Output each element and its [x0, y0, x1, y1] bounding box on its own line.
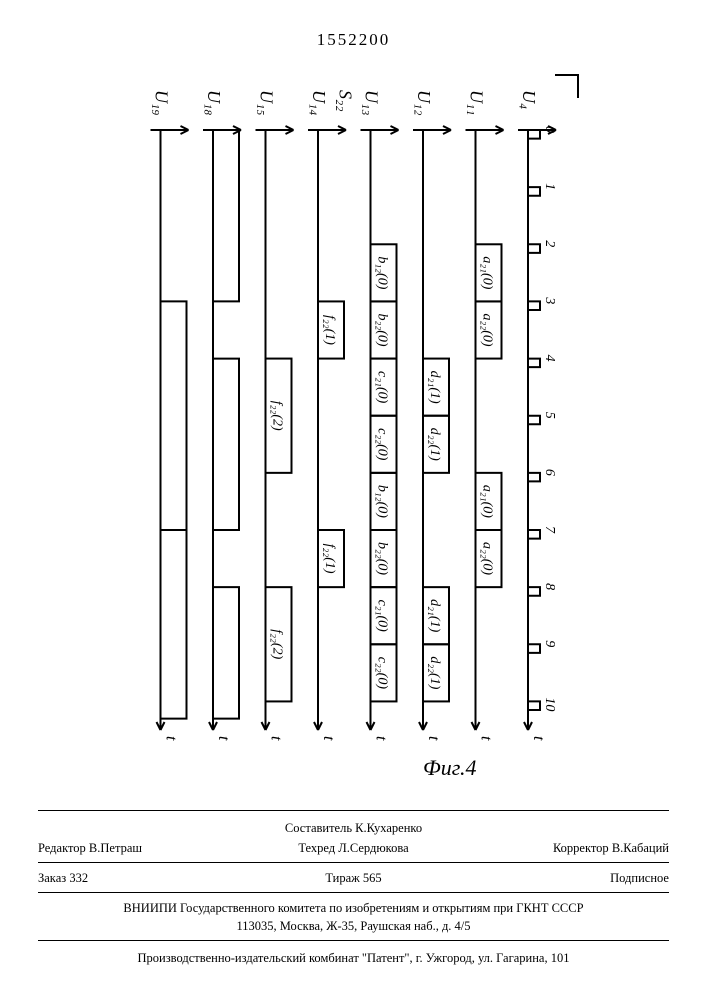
corr-label: Корректор: [553, 841, 609, 855]
svg-text:10: 10: [542, 697, 557, 711]
order-num: 332: [69, 871, 88, 885]
svg-text:a₂₂(0): a₂₂(0): [480, 542, 495, 575]
header-number: 1552200: [0, 30, 707, 50]
divider: [38, 862, 669, 863]
svg-text:U₁₉: U₁₉: [152, 90, 172, 116]
svg-text:U₁₅: U₁₅: [257, 90, 277, 116]
svg-text:a₂₁(0): a₂₁(0): [480, 485, 495, 518]
svg-text:t: t: [320, 736, 337, 741]
svg-text:t: t: [530, 736, 547, 741]
svg-text:f₂₂(1): f₂₂(1): [322, 544, 337, 574]
credits-row: Редактор В.Петраш Техред Л.Сердюкова Кор…: [38, 840, 669, 857]
svg-text:U₁₂: U₁₂: [414, 90, 434, 116]
svg-text:d₂₁(1): d₂₁(1): [427, 371, 442, 404]
svg-text:f₂₂(2): f₂₂(2): [270, 629, 285, 659]
figure-label: Фиг.4: [423, 755, 477, 781]
editor-label: Редактор: [38, 841, 86, 855]
svg-text:t: t: [373, 736, 390, 741]
svg-text:5: 5: [542, 412, 557, 419]
timing-diagram: U₄ t 0 1 2 3 4 5 6 7 8 9 10 U₁₁ t a₂₁(0) a₂₂(0) a₂₁(0) a₂₂…: [93, 80, 573, 760]
svg-text:1: 1: [542, 183, 557, 190]
tirazh-num: 565: [363, 871, 382, 885]
svg-text:c₂₁(0): c₂₁(0): [375, 371, 390, 404]
page: 1552200 U₄ t 0 1 2 3 4 5 6 7 8 9 10 U₁₁ t a₂₁(0) a₂₂(0) a…: [0, 0, 707, 1000]
tech-name: Л.Сердюкова: [338, 841, 408, 855]
svg-text:2: 2: [542, 240, 557, 247]
timing-svg: U₄ t 0 1 2 3 4 5 6 7 8 9 10 U₁₁ t a₂₁(0) a₂₂(0) a₂₁(0) a₂₂…: [93, 80, 573, 760]
tech-label: Техред: [298, 841, 335, 855]
svg-text:d₂₂(1): d₂₂(1): [427, 428, 442, 461]
editor-name: В.Петраш: [89, 841, 142, 855]
svg-text:a₂₁(0): a₂₁(0): [480, 256, 495, 289]
svg-text:S₂₂: S₂₂: [335, 90, 355, 112]
svg-text:c₂₂(0): c₂₂(0): [375, 657, 390, 690]
svg-text:t: t: [268, 736, 285, 741]
svg-text:c₂₁(0): c₂₁(0): [375, 600, 390, 633]
svg-text:0: 0: [542, 126, 557, 133]
svg-text:b₁₂(0): b₁₂(0): [375, 485, 390, 518]
tirazh-label: Тираж: [325, 871, 359, 885]
corner-notch: [555, 74, 579, 98]
order-row: Заказ 332 Тираж 565 Подписное: [38, 870, 669, 887]
svg-text:U₁₃: U₁₃: [362, 90, 382, 116]
svg-text:9: 9: [542, 640, 557, 647]
svg-text:d₂₁(1): d₂₁(1): [427, 599, 442, 632]
svg-text:3: 3: [542, 296, 557, 304]
svg-text:4: 4: [542, 355, 557, 362]
svg-text:t: t: [163, 736, 180, 741]
divider: [38, 810, 669, 811]
svg-text:U₄: U₄: [519, 90, 539, 109]
svg-text:U₁₈: U₁₈: [204, 90, 224, 116]
subscription: Подписное: [459, 870, 669, 887]
org1: ВНИИПИ Государственного комитета по изоб…: [38, 900, 669, 917]
svg-text:t: t: [215, 736, 232, 741]
order-label: Заказ: [38, 871, 66, 885]
divider: [38, 892, 669, 893]
svg-text:d₂₂(1): d₂₂(1): [427, 656, 442, 689]
svg-text:b₁₂(0): b₁₂(0): [375, 256, 390, 289]
org2: Производственно-издательский комбинат "П…: [38, 950, 669, 967]
svg-text:t: t: [478, 736, 495, 741]
divider: [38, 940, 669, 941]
compiler-line: Составитель К.Кухаренко: [38, 820, 669, 837]
svg-text:f₂₂(1): f₂₂(1): [322, 315, 337, 345]
svg-text:b₂₂(0): b₂₂(0): [375, 313, 390, 346]
svg-text:U₁₄: U₁₄: [309, 90, 329, 116]
svg-text:6: 6: [542, 469, 557, 476]
org1-addr: 113035, Москва, Ж-35, Раушская наб., д. …: [38, 918, 669, 935]
svg-text:8: 8: [542, 583, 557, 590]
svg-text:f₂₂(2): f₂₂(2): [270, 401, 285, 431]
svg-text:U₁₁: U₁₁: [467, 90, 487, 116]
svg-text:7: 7: [542, 526, 557, 534]
svg-text:t: t: [425, 736, 442, 741]
corr-name: В.Кабаций: [612, 841, 669, 855]
svg-text:a₂₂(0): a₂₂(0): [480, 313, 495, 346]
svg-text:c₂₂(0): c₂₂(0): [375, 428, 390, 461]
svg-text:b₂₂(0): b₂₂(0): [375, 542, 390, 575]
